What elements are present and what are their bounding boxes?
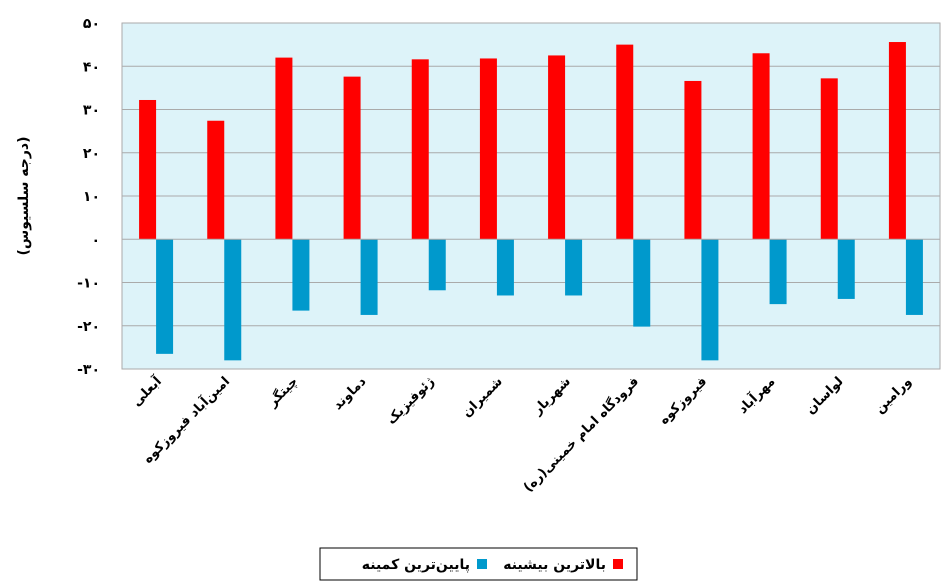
bar-max — [275, 57, 293, 240]
bar-max — [888, 42, 906, 240]
bar-max — [820, 78, 838, 240]
bar-min — [837, 239, 855, 299]
bar-min — [496, 239, 514, 296]
bar-min — [292, 239, 310, 311]
x-category-label: لواسان — [803, 374, 846, 417]
gridlines — [122, 22, 940, 370]
bar-min — [156, 239, 174, 354]
x-category-label: دماوند — [330, 374, 369, 413]
x-category-label: چیتگر — [264, 374, 301, 411]
legend-label-min: پایین‌ترین کمینه — [362, 557, 470, 573]
bars — [139, 42, 923, 361]
y-tick-label: -۲۰ — [77, 319, 100, 335]
bar-max — [411, 59, 429, 240]
legend-box — [319, 547, 638, 581]
legend-swatch-min — [477, 559, 487, 569]
bar-min — [769, 239, 787, 305]
y-tick-label: ۴۰ — [83, 59, 100, 75]
bar-min — [565, 239, 583, 296]
bar-max — [343, 76, 361, 240]
y-tick-label: ۱۰ — [83, 189, 100, 205]
y-axis-label: (درجه سلسیوس) — [16, 136, 32, 255]
x-category-label: مهرآباد — [734, 373, 778, 417]
y-axis-ticks: ۵۰ ۴۰ ۳۰ ۲۰ ۱۰ ۰ -۱۰ -۲۰ -۳۰ — [77, 16, 100, 378]
bar-max — [548, 55, 566, 240]
y-tick-label: ۲۰ — [83, 146, 100, 162]
x-category-label: فیروزکوه — [657, 374, 711, 428]
y-tick-label: ۵۰ — [83, 16, 100, 32]
y-tick-label: ۳۰ — [83, 103, 100, 119]
x-category-label: شهریار — [530, 374, 574, 418]
x-category-label: آبعلی — [128, 372, 165, 409]
legend-label-max: بالاترین بیشینه — [503, 557, 606, 573]
bar-min — [905, 239, 923, 315]
bar-max — [752, 53, 770, 240]
bar-min — [360, 239, 378, 315]
x-category-label: ورامین — [872, 374, 914, 416]
bar-max — [479, 58, 497, 240]
y-tick-label: -۱۰ — [77, 276, 100, 292]
bar-max — [616, 44, 634, 240]
legend: بالاترین بیشینه پایین‌ترین کمینه — [319, 547, 638, 581]
bar-min — [428, 239, 446, 291]
bar-max — [684, 80, 702, 240]
bar-min — [633, 239, 651, 327]
x-category-label: شمیران — [459, 374, 505, 420]
x-category-label: ژئوفیزیک — [384, 374, 437, 427]
bar-max — [139, 99, 157, 240]
y-tick-label: ۰ — [91, 232, 100, 248]
legend-swatch-max — [613, 559, 623, 569]
x-category-label: فرودگاه امام خمینی(ره) — [520, 374, 642, 496]
bar-min — [701, 239, 719, 361]
y-tick-label: -۳۰ — [77, 362, 100, 378]
bar-min — [224, 239, 242, 361]
bar-max — [207, 120, 225, 240]
